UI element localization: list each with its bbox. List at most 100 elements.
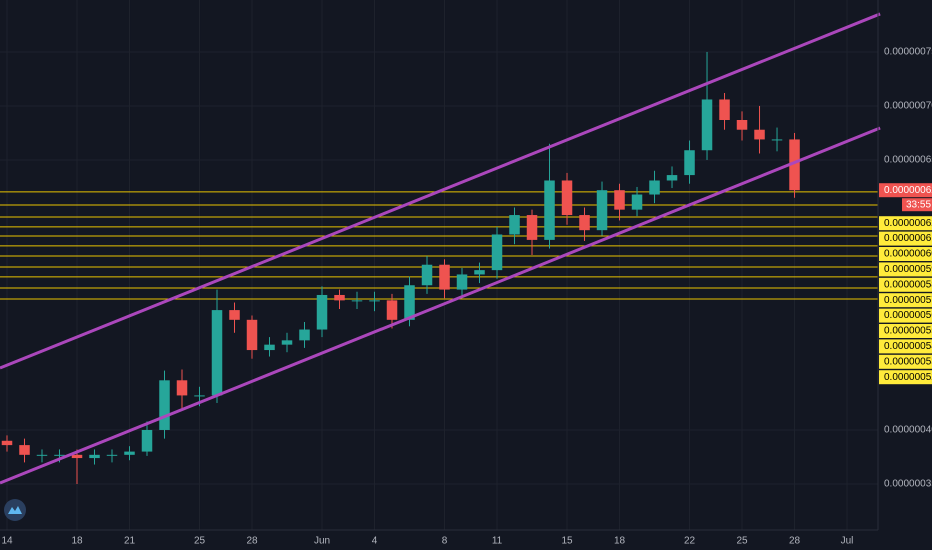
level-label-bg — [879, 247, 932, 262]
candle-body — [509, 215, 520, 235]
last-price-bg — [879, 183, 932, 198]
level-label: 0.00000061 — [884, 233, 932, 244]
level-label: 0.00000052 — [884, 372, 932, 383]
candle-body — [141, 429, 153, 452]
candle-body — [194, 395, 205, 397]
y-tick-label: 0.00000065 — [884, 155, 932, 166]
candle-body — [246, 319, 258, 351]
candle-body — [176, 380, 188, 396]
candle-body — [36, 454, 48, 456]
candle-body — [684, 150, 695, 176]
x-tick-label: Jul — [841, 536, 854, 547]
x-tick-label: 15 — [561, 536, 573, 547]
level-label: 0.00000060 — [884, 249, 932, 260]
logo-badge[interactable] — [4, 499, 26, 521]
candle-body — [54, 454, 65, 456]
level-label: 0.00000062 — [884, 218, 932, 229]
candle-body — [491, 234, 503, 271]
countdown: 33:55 — [906, 199, 931, 210]
level-label-bg — [879, 231, 932, 246]
last-price-label: 0.00000062 — [884, 185, 932, 196]
candle-body — [316, 294, 328, 330]
candle-body — [159, 380, 170, 430]
candle-body — [351, 300, 363, 302]
candle-body — [369, 300, 380, 302]
level-label: 0.00000059 — [884, 264, 932, 275]
x-tick-label: 4 — [372, 536, 378, 547]
candle-body — [386, 300, 398, 320]
candle-body — [439, 264, 450, 290]
y-tick-label: 0.00000070 — [884, 101, 932, 112]
candle-body — [334, 294, 345, 301]
candle-body — [474, 270, 485, 275]
candle-body — [229, 310, 240, 320]
level-label: 0.00000055 — [884, 326, 932, 337]
candle-body — [106, 454, 118, 456]
x-tick-label: 8 — [442, 536, 448, 547]
candle-body — [404, 285, 415, 320]
candle-body — [754, 129, 765, 140]
level-label: 0.00000054 — [884, 341, 932, 352]
x-tick-label: 18 — [614, 536, 626, 547]
level-label-bg — [879, 308, 932, 323]
countdown-bg — [902, 198, 932, 212]
candle-body — [89, 454, 100, 459]
y-tick-label: 0.00000075 — [884, 47, 932, 58]
candle-body — [789, 139, 800, 191]
x-tick-label: 21 — [124, 536, 136, 547]
level-label: 0.00000056 — [884, 310, 932, 321]
candle-body — [1, 440, 13, 446]
candle-body — [719, 99, 730, 120]
candle-body — [71, 454, 83, 459]
level-label-bg — [879, 277, 932, 292]
x-tick-label: 11 — [492, 536, 503, 547]
level-label: 0.00000053 — [884, 356, 932, 367]
level-label-bg — [879, 370, 932, 385]
candle-body — [211, 310, 223, 396]
level-label-bg — [879, 324, 932, 339]
y-tick-label: 0.00000035 — [884, 479, 932, 490]
x-tick-label: 22 — [684, 536, 696, 547]
candle-body — [579, 215, 590, 231]
level-label: 0.00000058 — [884, 279, 932, 290]
logo[interactable] — [4, 499, 26, 521]
x-tick-label: 14 — [1, 536, 13, 547]
level-label-bg — [879, 339, 932, 354]
candle-body — [456, 274, 468, 290]
plot-area — [0, 12, 881, 485]
candle-body — [526, 215, 538, 240]
candle-body — [19, 445, 30, 455]
logo-icon[interactable] — [8, 506, 22, 514]
candle-body — [771, 139, 783, 141]
candle-body — [561, 180, 573, 216]
candle-body — [124, 451, 135, 455]
candle-body — [281, 340, 293, 345]
level-label-bg — [879, 216, 932, 231]
candle-body — [596, 190, 608, 231]
channel-line — [0, 126, 881, 485]
candle-body — [614, 190, 625, 210]
candle-body — [701, 99, 713, 151]
channel-line — [0, 12, 881, 370]
candle-body — [544, 180, 555, 240]
x-tick-label: 28 — [789, 536, 801, 547]
candle-body — [299, 329, 310, 341]
x-tick-label: Jun — [314, 536, 330, 547]
x-tick-label: 25 — [194, 536, 206, 547]
candle-body — [649, 180, 660, 195]
level-label-bg — [879, 354, 932, 369]
axes: 0.00000075 0.00000070 0.00000065 0.00000040… — [1, 47, 932, 547]
level-label-bg — [879, 293, 932, 308]
candle-body — [421, 264, 433, 286]
level-label-bg — [879, 262, 932, 277]
x-tick-label: 28 — [246, 536, 258, 547]
y-tick-label: 0.00000040 — [884, 425, 932, 436]
x-tick-label: 25 — [736, 536, 748, 547]
level-label: 0.00000057 — [884, 295, 932, 306]
candle-body — [736, 119, 748, 130]
x-tick-label: 18 — [71, 536, 83, 547]
candle-body — [666, 175, 678, 181]
candle-body — [264, 344, 275, 351]
candle-body — [631, 194, 643, 210]
